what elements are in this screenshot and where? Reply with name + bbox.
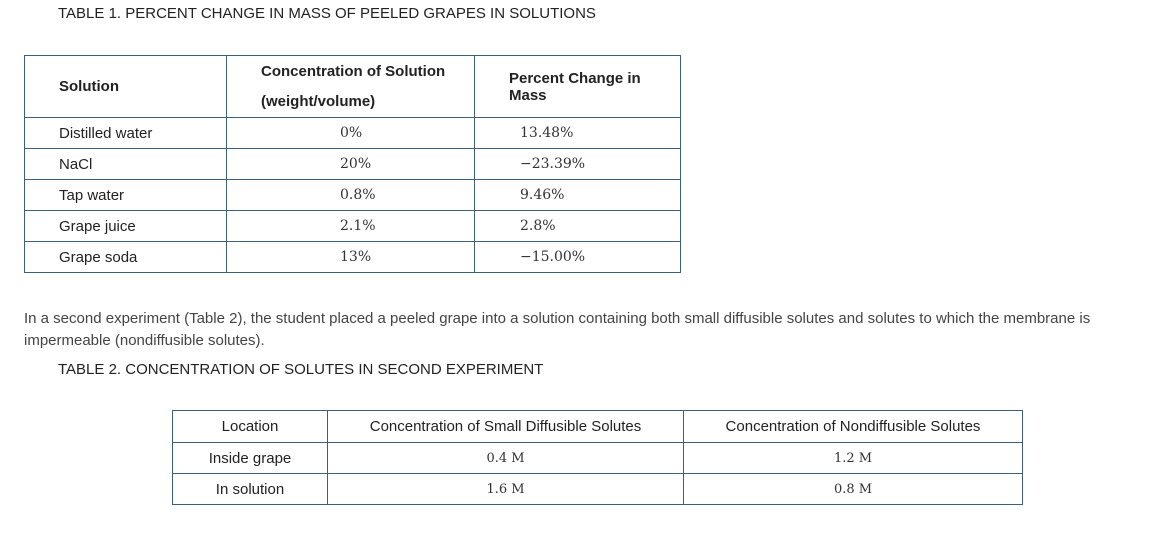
header-nondiffusible: Concentration of Nondiffusible Solutes <box>683 410 1023 443</box>
table-row: Grape juice 2.1% 2.8% <box>24 210 681 242</box>
concentration-cell: 0.8% <box>226 179 475 211</box>
header-concentration-line1: Concentration of Solution <box>261 62 446 80</box>
solution-cell: Tap water <box>24 179 227 211</box>
diffusible-cell: 1.6 M <box>327 473 684 505</box>
solute-concentration-table: Location Concentration of Small Diffusib… <box>172 410 1023 505</box>
table2-header-row: Location Concentration of Small Diffusib… <box>172 410 1023 443</box>
header-percent-change: Percent Change in Mass <box>474 55 681 118</box>
table1-header-row: Solution Concentration of Solution (weig… <box>24 55 681 118</box>
percent-change-cell: −23.39% <box>474 148 681 180</box>
percent-change-cell: 13.48% <box>474 117 681 149</box>
concentration-cell: 13% <box>226 241 475 273</box>
table-row: Tap water 0.8% 9.46% <box>24 179 681 211</box>
header-concentration-line2: (weight/volume) <box>261 92 376 110</box>
percent-change-cell: 9.46% <box>474 179 681 211</box>
nondiffusible-cell: 0.8 M <box>683 473 1023 505</box>
header-location: Location <box>172 410 328 443</box>
header-concentration: Concentration of Solution (weight/volume… <box>226 55 475 118</box>
table-row: Grape soda 13% −15.00% <box>24 241 681 273</box>
table1-title: TABLE 1. PERCENT CHANGE IN MASS OF PEELE… <box>58 5 596 22</box>
concentration-cell: 2.1% <box>226 210 475 242</box>
nondiffusible-cell: 1.2 M <box>683 442 1023 474</box>
header-diffusible: Concentration of Small Diffusible Solute… <box>327 410 684 443</box>
concentration-cell: 20% <box>226 148 475 180</box>
solution-cell: Distilled water <box>24 117 227 149</box>
location-cell: Inside grape <box>172 442 328 474</box>
diffusible-cell: 0.4 M <box>327 442 684 474</box>
concentration-cell: 0% <box>226 117 475 149</box>
header-solution: Solution <box>24 55 227 118</box>
percent-change-cell: 2.8% <box>474 210 681 242</box>
table-row: NaCl 20% −23.39% <box>24 148 681 180</box>
table-row: In solution 1.6 M 0.8 M <box>172 473 1023 505</box>
solution-cell: NaCl <box>24 148 227 180</box>
experiment-paragraph: In a second experiment (Table 2), the st… <box>24 310 1091 349</box>
location-cell: In solution <box>172 473 328 505</box>
solution-cell: Grape soda <box>24 241 227 273</box>
table2-title: TABLE 2. CONCENTRATION OF SOLUTES IN SEC… <box>58 361 544 378</box>
table-row: Inside grape 0.4 M 1.2 M <box>172 442 1023 474</box>
percent-change-table: Solution Concentration of Solution (weig… <box>24 55 681 273</box>
percent-change-cell: −15.00% <box>474 241 681 273</box>
solution-cell: Grape juice <box>24 210 227 242</box>
table-row: Distilled water 0% 13.48% <box>24 117 681 149</box>
